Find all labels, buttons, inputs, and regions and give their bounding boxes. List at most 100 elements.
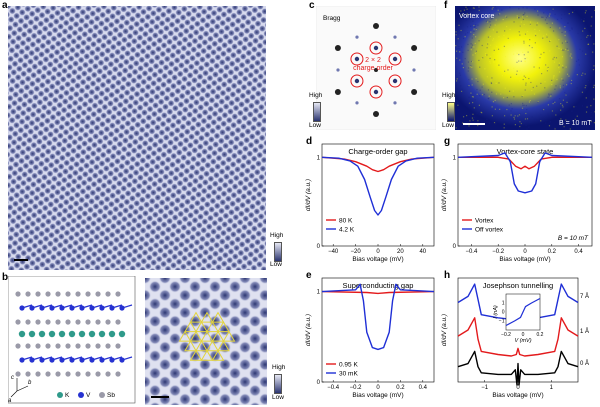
noise-px [549, 50, 551, 52]
noise-px [475, 78, 477, 80]
noise-px [561, 56, 564, 58]
atom [35, 319, 41, 325]
legend-v: V [86, 392, 91, 399]
noise-px [466, 26, 469, 28]
noise-px [530, 24, 532, 26]
noise-px [593, 84, 595, 86]
atom [69, 305, 75, 311]
noise-px [518, 17, 520, 19]
inset-iv-curve [505, 297, 541, 327]
noise-px [540, 53, 542, 55]
noise-px [589, 81, 591, 83]
charge-order-peak [392, 78, 398, 84]
noise-px [469, 7, 471, 10]
noise-px [469, 13, 471, 16]
noise-px [470, 49, 472, 51]
noise-px [590, 25, 592, 27]
noise-px [470, 31, 472, 33]
atom [65, 343, 71, 349]
atom [75, 291, 81, 297]
noise-px [562, 79, 564, 81]
noise-px [479, 89, 481, 91]
atom [119, 305, 125, 311]
noise-px [524, 60, 526, 62]
noise-px [526, 15, 528, 17]
noise-px [464, 57, 466, 60]
noise-px [561, 78, 563, 80]
noise-px [552, 58, 554, 60]
noise-px [473, 33, 475, 36]
noise-px [470, 65, 472, 67]
noise-px [486, 119, 488, 121]
vortex-noise [455, 6, 595, 130]
kagome-triangle [189, 349, 203, 361]
noise-px [547, 113, 549, 116]
noise-px [536, 24, 538, 26]
atom [105, 371, 111, 377]
noise-px [556, 45, 558, 47]
noise-px [468, 96, 470, 98]
noise-px [528, 75, 530, 77]
noise-px [462, 122, 464, 124]
noise-px [505, 124, 507, 126]
noise-px [457, 28, 459, 30]
noise-px [469, 114, 471, 116]
noise-px [455, 80, 458, 82]
panel-c-cbar-high: High [309, 92, 323, 99]
atom [85, 319, 91, 325]
noise-px [555, 85, 557, 87]
noise-px [553, 100, 555, 103]
noise-px [572, 124, 574, 126]
noise-px [545, 17, 548, 19]
noise-px [471, 44, 473, 46]
noise-px [594, 9, 595, 11]
noise-px [460, 85, 462, 87]
panel-c-title: Bragg [323, 15, 341, 22]
noise-px [455, 45, 457, 47]
noise-px [504, 87, 506, 89]
kagome-triangle [195, 340, 208, 352]
noise-px [524, 118, 527, 120]
noise-px [547, 66, 549, 69]
noise-px [520, 37, 522, 39]
noise-px [470, 46, 472, 48]
noise-px [585, 88, 587, 90]
noise-px [470, 92, 472, 94]
noise-px [472, 96, 475, 98]
x-tick-label: −1 [481, 385, 489, 391]
noise-px [465, 114, 468, 117]
noise-px [550, 39, 552, 42]
noise-px [548, 94, 550, 96]
noise-px [483, 93, 486, 96]
chart-title: Charge-order gap [348, 147, 407, 156]
panel-a-colorbar [274, 242, 282, 262]
noise-px [548, 93, 550, 95]
atom [19, 357, 25, 363]
noise-px [559, 87, 561, 89]
noise-px [519, 25, 521, 27]
noise-px [489, 21, 491, 23]
noise-px [480, 111, 482, 113]
noise-px [587, 34, 589, 37]
panel-f-cbar-high: High [442, 92, 456, 99]
noise-px [467, 67, 470, 69]
noise-px [573, 106, 575, 108]
noise-px [592, 63, 594, 65]
series-line-80-K [321, 156, 435, 173]
y-axis-label: dI/dV (a.u.) [441, 314, 448, 346]
noise-px [592, 38, 594, 41]
noise-px [549, 13, 551, 15]
legend-k: K [65, 392, 70, 399]
noise-px [489, 57, 491, 60]
noise-px [571, 110, 573, 112]
noise-px [547, 104, 550, 106]
noise-px [547, 96, 549, 98]
y-tick-label: 1 [317, 155, 321, 161]
noise-px [593, 122, 595, 124]
noise-px [552, 8, 554, 10]
noise-px [455, 68, 457, 70]
y-tick-label: 0 [453, 244, 457, 250]
noise-px [479, 66, 481, 68]
noise-px [562, 88, 564, 90]
noise-px [481, 112, 483, 114]
